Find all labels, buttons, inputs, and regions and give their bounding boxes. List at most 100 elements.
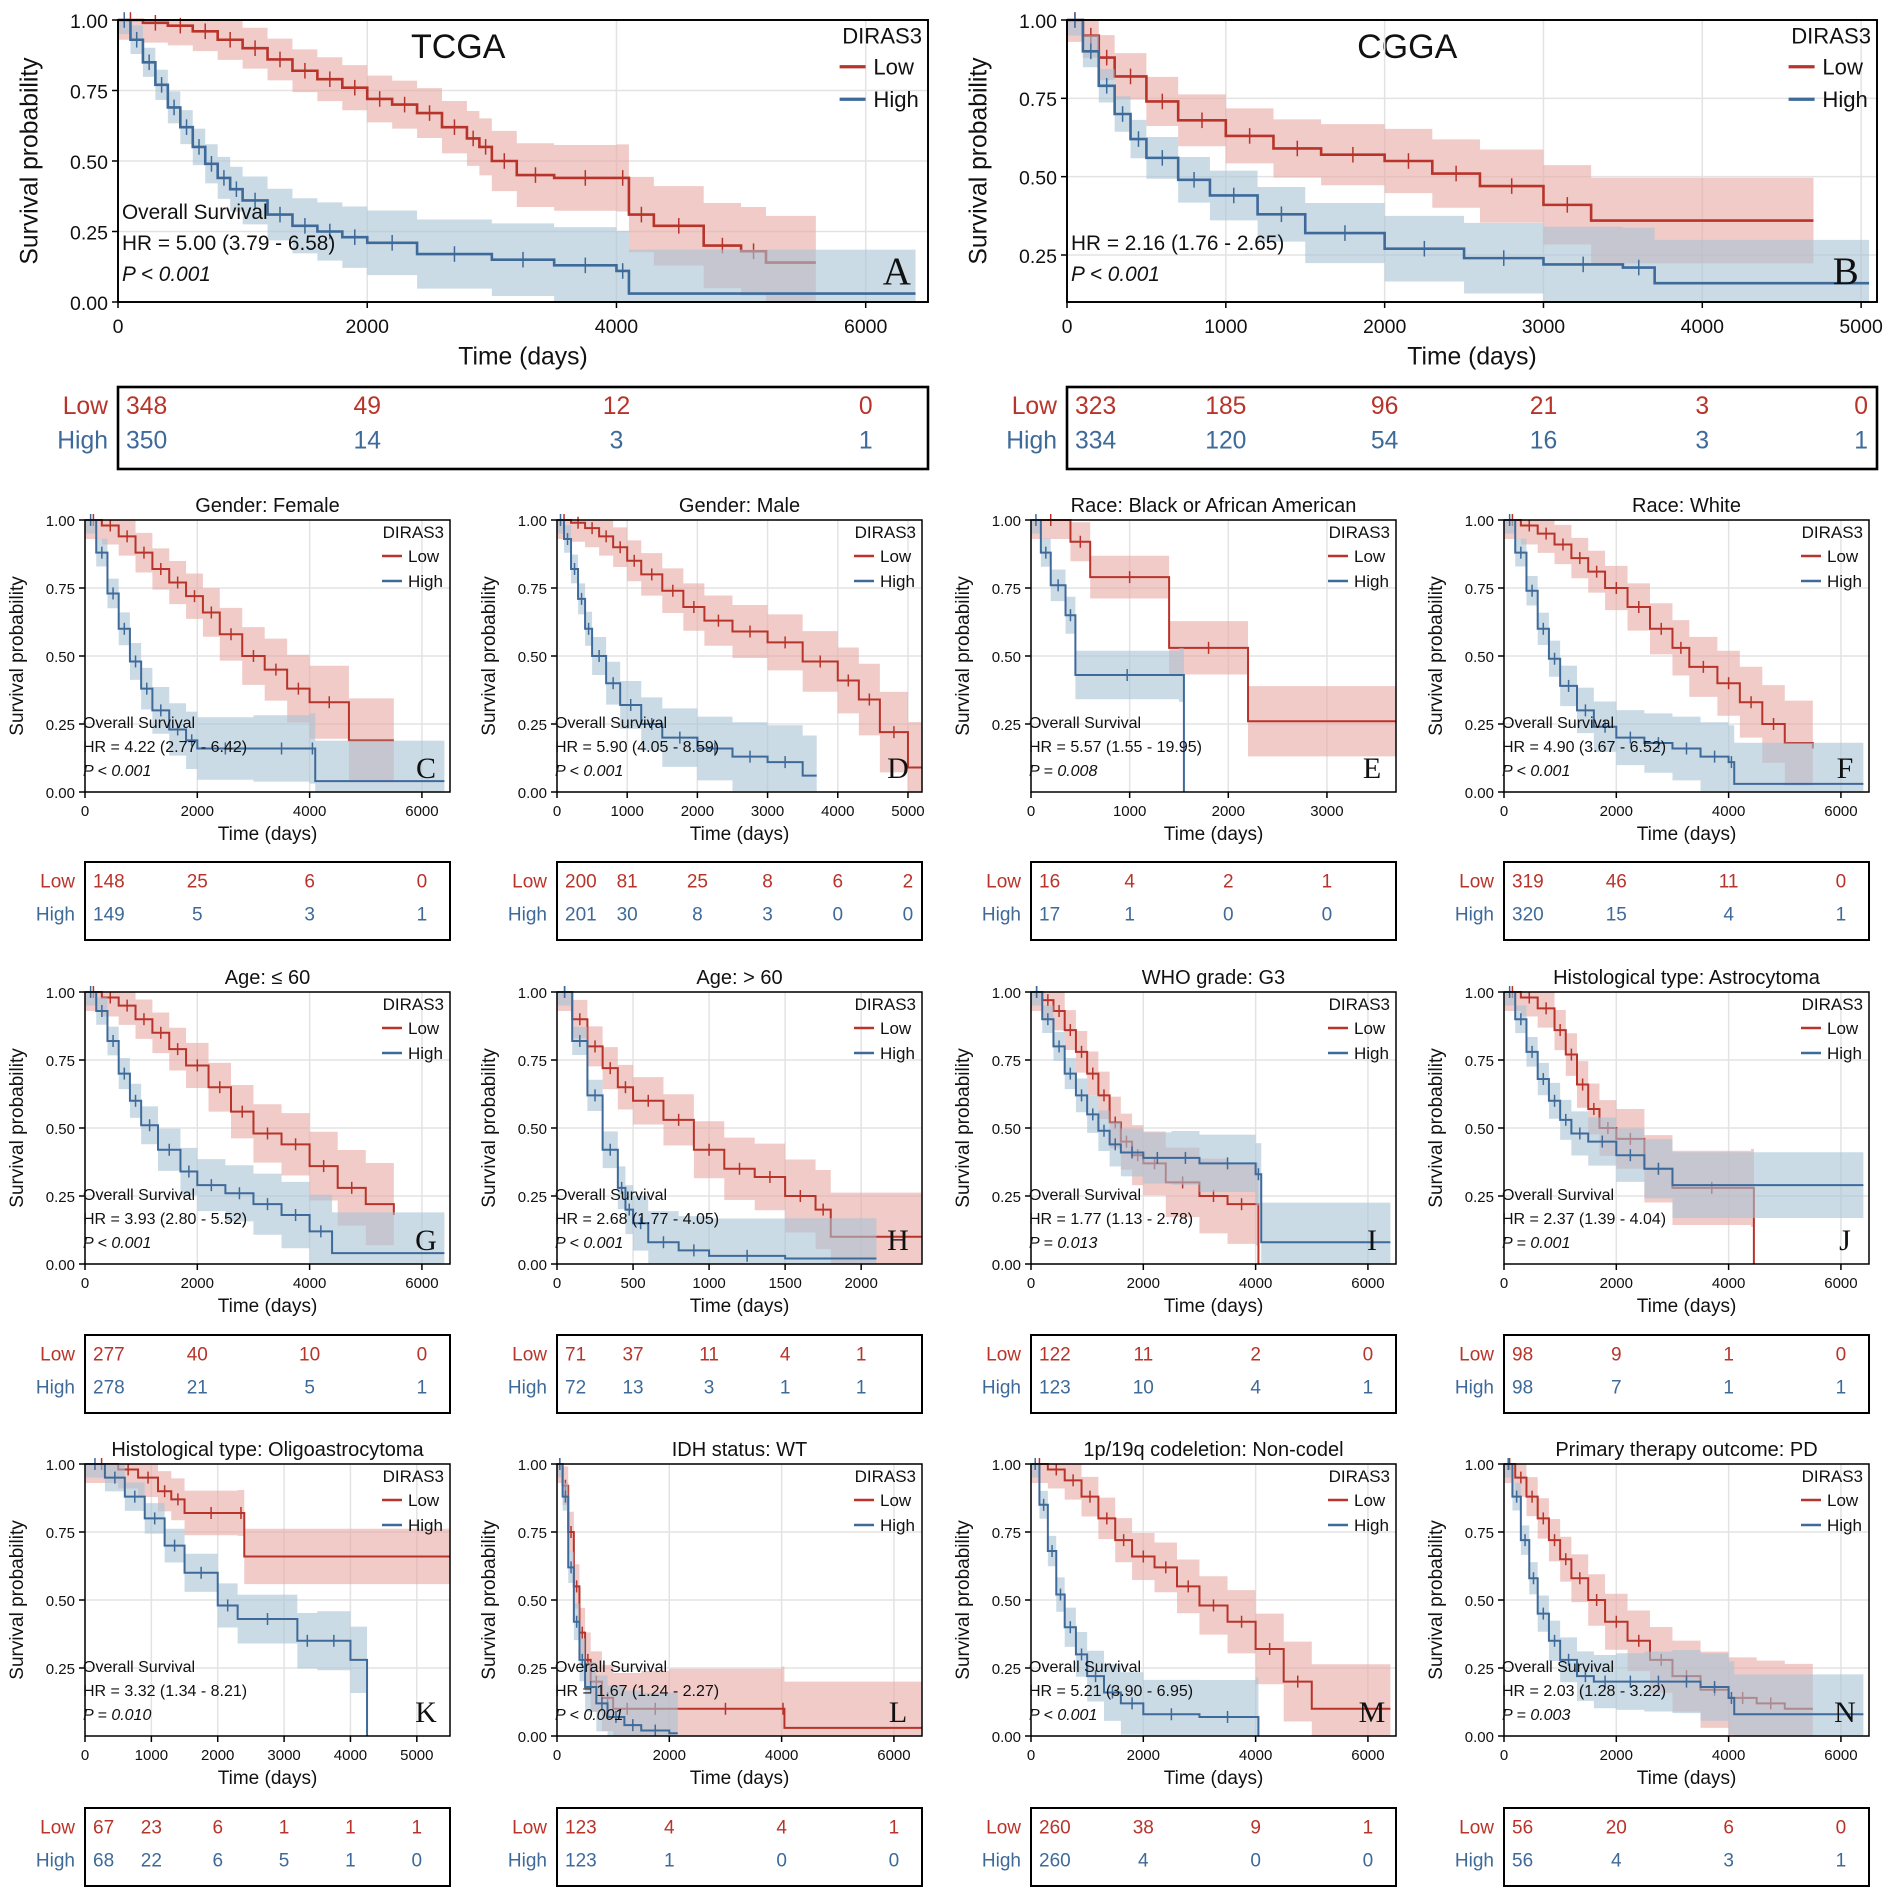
panel-letter: M xyxy=(1359,1696,1386,1729)
risk-table-frame xyxy=(1030,861,1397,941)
risk-count-high: 13 xyxy=(622,1378,643,1399)
risk-table: Low High 122 11 2 0 123 10 4 1 xyxy=(982,1334,1397,1414)
overall-survival-label: Overall Survival xyxy=(1502,715,1614,732)
legend-label-low: Low xyxy=(873,55,915,80)
risk-table-frame xyxy=(1503,1807,1870,1887)
legend-title: DIRAS3 xyxy=(383,523,444,542)
p-value: P < 0.001 xyxy=(555,1707,623,1724)
panel-title: Histological type: Oligoastrocytoma xyxy=(111,1439,424,1461)
risk-row-label-high: High xyxy=(982,1378,1021,1399)
legend-label-high: High xyxy=(1354,1044,1389,1063)
y-tick-label: 0.25 xyxy=(518,717,547,734)
y-tick-label: 0.25 xyxy=(992,1189,1021,1206)
legend-label-high: High xyxy=(1827,572,1862,591)
risk-table-frame xyxy=(1030,1334,1397,1414)
x-tick-label: 0 xyxy=(1027,1747,1035,1764)
p-value: P < 0.001 xyxy=(1071,263,1160,286)
risk-count-high: 3 xyxy=(1695,428,1709,455)
y-tick-label: 0.75 xyxy=(70,81,108,103)
ci-band-low xyxy=(118,20,816,302)
risk-row-label-low: Low xyxy=(512,1345,547,1366)
plot-frame xyxy=(1066,19,1878,303)
legend-label-high: High xyxy=(408,572,443,591)
p-value: P < 0.001 xyxy=(555,763,623,780)
risk-row-label-high: High xyxy=(1455,905,1494,926)
legend-title: DIRAS3 xyxy=(383,1467,444,1486)
y-tick-label: 0.75 xyxy=(518,1525,547,1542)
panel-letter: N xyxy=(1834,1696,1856,1729)
legend-label-high: High xyxy=(1822,87,1867,112)
x-tick-label: 4000 xyxy=(1712,803,1745,820)
x-tick-label: 6000 xyxy=(1351,1747,1384,1764)
y-axis-label: Survival probability xyxy=(965,57,992,265)
p-value: P < 0.001 xyxy=(122,263,211,286)
hazard-ratio: HR = 2.37 (1.39 - 4.04) xyxy=(1502,1211,1666,1228)
y-tick-label: 0.50 xyxy=(46,1593,75,1610)
overall-survival-label: Overall Survival xyxy=(1502,1187,1614,1204)
risk-count-high: 1 xyxy=(856,1378,867,1399)
risk-row-label-high: High xyxy=(982,905,1021,926)
ci-band-high xyxy=(1067,20,1870,302)
risk-count-high: 350 xyxy=(126,428,167,455)
risk-count-low: 9 xyxy=(1250,1818,1261,1839)
y-tick-label: 0.75 xyxy=(1465,1525,1494,1542)
ci-band-high xyxy=(85,520,445,792)
x-tick-label: 2000 xyxy=(653,1747,686,1764)
x-tick-label: 4000 xyxy=(1239,1747,1272,1764)
y-tick-label: 0.00 xyxy=(518,1257,547,1274)
risk-count-high: 0 xyxy=(1363,1851,1374,1872)
y-tick-label: 0.50 xyxy=(70,152,108,174)
risk-count-low: 56 xyxy=(1512,1818,1533,1839)
y-tick-label: 1.00 xyxy=(518,985,547,1002)
x-axis-label: Time (days) xyxy=(690,1296,790,1317)
risk-count-low: 2 xyxy=(903,872,914,893)
risk-count-low: 81 xyxy=(617,872,638,893)
legend-label-high: High xyxy=(1354,1516,1389,1535)
legend-title: DIRAS3 xyxy=(855,523,916,542)
risk-count-low: 9 xyxy=(1611,1345,1622,1366)
panel-letter: I xyxy=(1367,1224,1377,1257)
risk-count-high: 0 xyxy=(832,905,843,926)
risk-count-low: 4 xyxy=(780,1345,791,1366)
km-panel-k: Histological type: Oligoastrocytoma 0.25 0… xyxy=(7,1439,451,1887)
y-axis-label: Survival probability xyxy=(479,576,500,736)
y-tick-label: 0.50 xyxy=(1465,1593,1494,1610)
risk-table: Low High 323 185 96 21 3 0 334 120 54 16 3 1 xyxy=(1006,385,1879,471)
ci-band-low xyxy=(85,520,394,785)
risk-table: Low High 260 38 9 1 260 4 0 0 xyxy=(982,1807,1397,1887)
x-tick-label: 2000 xyxy=(181,1275,214,1292)
x-tick-label: 2000 xyxy=(1127,1747,1160,1764)
x-tick-label: 0 xyxy=(113,316,124,338)
risk-count-high: 320 xyxy=(1512,905,1544,926)
risk-table-frame xyxy=(84,1807,451,1887)
risk-count-low: 148 xyxy=(93,872,125,893)
y-tick-label: 0.50 xyxy=(46,649,75,666)
p-value: P = 0.010 xyxy=(83,1707,151,1724)
risk-count-low: 1 xyxy=(889,1818,900,1839)
risk-row-label-low: Low xyxy=(986,1818,1021,1839)
x-tick-label: 2000 xyxy=(844,1275,877,1292)
legend-title: DIRAS3 xyxy=(1329,995,1390,1014)
risk-count-low: 11 xyxy=(1719,872,1739,893)
y-axis-label: Survival probability xyxy=(7,1048,28,1208)
legend-label-high: High xyxy=(1354,572,1389,591)
risk-count-high: 1 xyxy=(345,1851,356,1872)
risk-count-low: 46 xyxy=(1606,872,1627,893)
x-tick-label: 0 xyxy=(553,803,561,820)
risk-count-high: 5 xyxy=(304,1378,315,1399)
risk-table: Low High 67 23 6 1 1 1 68 22 6 5 1 0 xyxy=(36,1807,451,1887)
risk-count-low: 0 xyxy=(1363,1345,1374,1366)
legend-label-low: Low xyxy=(880,547,912,566)
panel-title: Histological type: Astrocytoma xyxy=(1553,967,1821,989)
risk-count-high: 22 xyxy=(141,1851,162,1872)
risk-row-label-high: High xyxy=(1455,1378,1494,1399)
x-tick-label: 0 xyxy=(81,1747,89,1764)
y-tick-label: 0.00 xyxy=(518,1729,547,1746)
panel-letter: J xyxy=(1839,1224,1851,1257)
risk-count-low: 71 xyxy=(565,1345,586,1366)
legend-title: DIRAS3 xyxy=(1791,23,1871,48)
risk-row-label-high: High xyxy=(1455,1851,1494,1872)
x-axis-label: Time (days) xyxy=(1164,824,1264,845)
y-axis-label: Survival probability xyxy=(953,576,974,736)
